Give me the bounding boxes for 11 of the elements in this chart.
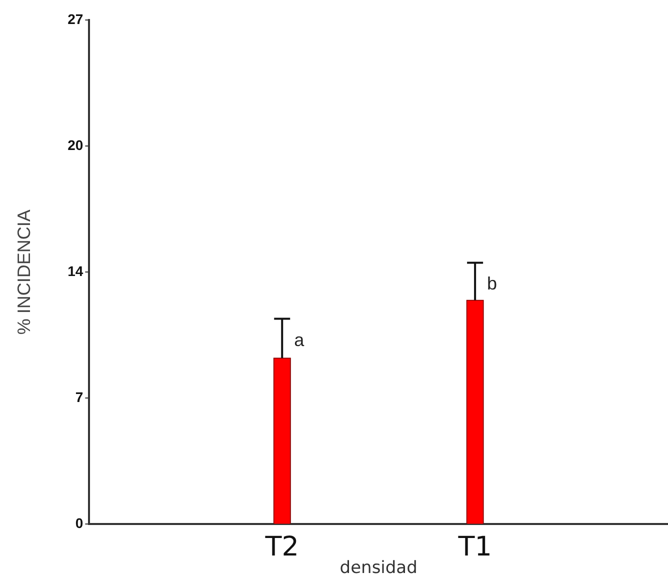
y-tick-label: 7 xyxy=(75,389,84,406)
y-tick-label: 0 xyxy=(75,515,84,532)
y-tick-label: 20 xyxy=(68,136,84,153)
y-axis-title: % INCIDENCIA xyxy=(14,210,34,335)
annotation: b xyxy=(487,274,498,294)
x-axis-title: densidad xyxy=(340,558,418,578)
x-tick-label: T2 xyxy=(264,531,299,562)
y-tick-label: 14 xyxy=(68,262,84,279)
y-tick-label: 27 xyxy=(68,10,84,27)
annotation: a xyxy=(294,330,306,350)
x-tick-label: T1 xyxy=(457,531,492,562)
